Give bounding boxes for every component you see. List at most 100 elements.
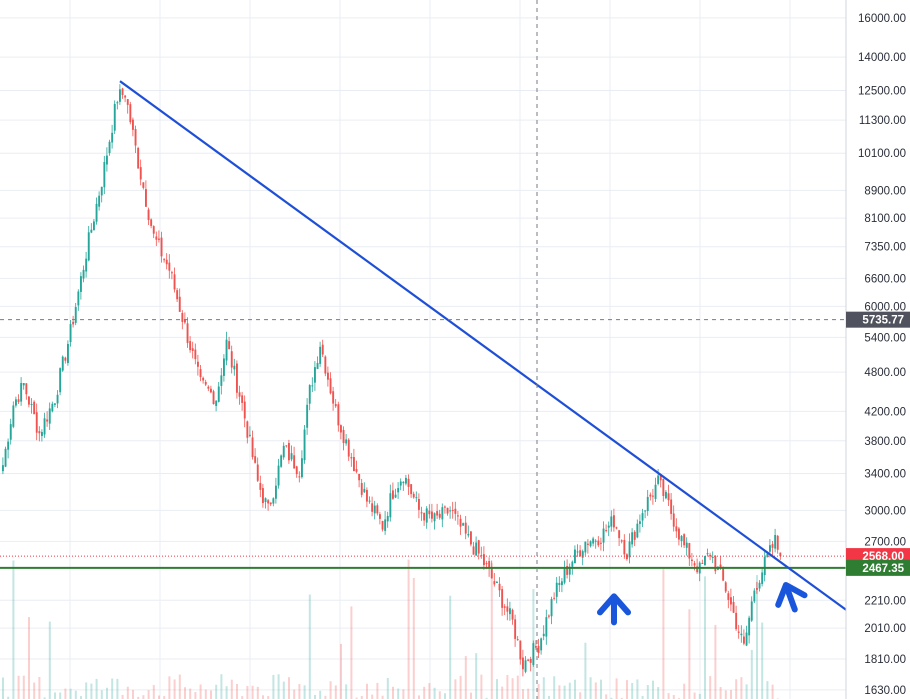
candle-body bbox=[100, 186, 103, 196]
volume-bar bbox=[158, 695, 160, 699]
candle-body bbox=[93, 221, 95, 231]
candle bbox=[532, 640, 535, 667]
candle-body bbox=[516, 639, 519, 641]
candle-body bbox=[714, 556, 717, 572]
y-tick-label: 6000.00 bbox=[864, 301, 906, 313]
volume-bar bbox=[724, 690, 727, 699]
candle-body bbox=[472, 546, 475, 555]
candle bbox=[420, 506, 423, 521]
volume-bar bbox=[173, 679, 176, 699]
candle bbox=[436, 503, 439, 519]
candle bbox=[620, 539, 623, 544]
candle bbox=[776, 534, 779, 554]
candle bbox=[472, 541, 475, 555]
candle-body bbox=[4, 448, 7, 467]
candle-body bbox=[462, 523, 465, 526]
candle-body bbox=[535, 646, 537, 648]
candle-body bbox=[308, 385, 311, 404]
candle bbox=[126, 99, 129, 114]
volume-bar bbox=[366, 683, 368, 699]
crosshair-price-badge: 5735.77 bbox=[846, 311, 910, 328]
y-tick-label: 4800.00 bbox=[864, 367, 906, 379]
candle-body bbox=[571, 561, 574, 567]
candle bbox=[730, 588, 732, 612]
candle bbox=[568, 563, 571, 583]
candle-body bbox=[184, 319, 186, 323]
volume-bar bbox=[204, 689, 207, 699]
candle bbox=[256, 457, 259, 482]
candle bbox=[90, 223, 93, 234]
candle-body bbox=[267, 500, 270, 504]
price-axis[interactable]: 16000.00 14000.00 12500.00 11300.00 10100.00… bbox=[845, 0, 910, 699]
volume-bar bbox=[501, 686, 504, 699]
candle bbox=[243, 395, 246, 428]
candle-body bbox=[43, 418, 46, 435]
candle bbox=[358, 473, 361, 488]
candle bbox=[321, 339, 324, 358]
candle-body bbox=[54, 403, 56, 405]
candle-body bbox=[126, 99, 129, 105]
volume-bar bbox=[319, 690, 322, 699]
candle-body bbox=[519, 640, 522, 660]
candle bbox=[457, 510, 459, 525]
candle-body bbox=[139, 167, 142, 180]
volume-bar bbox=[69, 688, 72, 699]
candle-body bbox=[431, 511, 433, 519]
volume-bar bbox=[688, 609, 691, 699]
volume-bar bbox=[698, 693, 701, 699]
candle bbox=[449, 506, 452, 519]
candle bbox=[100, 186, 103, 203]
candle bbox=[639, 514, 641, 533]
candle-body bbox=[225, 339, 228, 361]
candle-body bbox=[155, 236, 158, 240]
candle-body bbox=[490, 567, 493, 579]
volume-bar bbox=[106, 687, 108, 699]
candle-body bbox=[589, 541, 592, 547]
candle bbox=[186, 317, 189, 348]
candle-body bbox=[264, 498, 267, 502]
volume-bar bbox=[277, 674, 280, 699]
candle-body bbox=[368, 500, 371, 502]
candle bbox=[701, 559, 704, 565]
volume-bar bbox=[360, 696, 363, 699]
candle-body bbox=[215, 400, 218, 407]
candlesticks bbox=[2, 84, 782, 677]
candle-body bbox=[459, 518, 462, 527]
candle-body bbox=[592, 538, 595, 544]
y-tick-label: 2010.00 bbox=[864, 623, 906, 635]
candle-body bbox=[303, 429, 306, 461]
volume-bar bbox=[516, 675, 519, 699]
candle-body bbox=[444, 506, 446, 508]
candle-body bbox=[256, 464, 259, 481]
volume-bar bbox=[418, 695, 420, 699]
candle bbox=[704, 555, 706, 566]
candle-body bbox=[618, 530, 621, 539]
candle bbox=[176, 287, 179, 302]
candle bbox=[501, 586, 504, 616]
y-tick-label: 5400.00 bbox=[864, 332, 906, 344]
candle-body bbox=[696, 566, 699, 573]
candle bbox=[264, 497, 267, 509]
candle bbox=[280, 454, 283, 468]
y-tick-label: 3000.00 bbox=[864, 505, 906, 517]
candle-body bbox=[665, 491, 667, 499]
candle-body bbox=[25, 383, 28, 395]
candle bbox=[670, 492, 673, 520]
candle bbox=[316, 356, 319, 370]
candle-body bbox=[475, 542, 478, 556]
candle bbox=[298, 471, 301, 483]
candle bbox=[25, 383, 28, 400]
volume-bar bbox=[152, 685, 155, 699]
volume-bar bbox=[111, 678, 114, 699]
candle-body bbox=[420, 512, 423, 514]
candle-body bbox=[568, 566, 571, 575]
candle bbox=[490, 560, 493, 579]
volume-bar bbox=[163, 696, 166, 699]
volume-bar bbox=[709, 676, 712, 699]
volume-bar bbox=[17, 675, 20, 699]
candle-body bbox=[392, 490, 394, 499]
candle bbox=[633, 530, 636, 547]
volume-bar bbox=[225, 686, 228, 699]
candle bbox=[368, 496, 371, 504]
